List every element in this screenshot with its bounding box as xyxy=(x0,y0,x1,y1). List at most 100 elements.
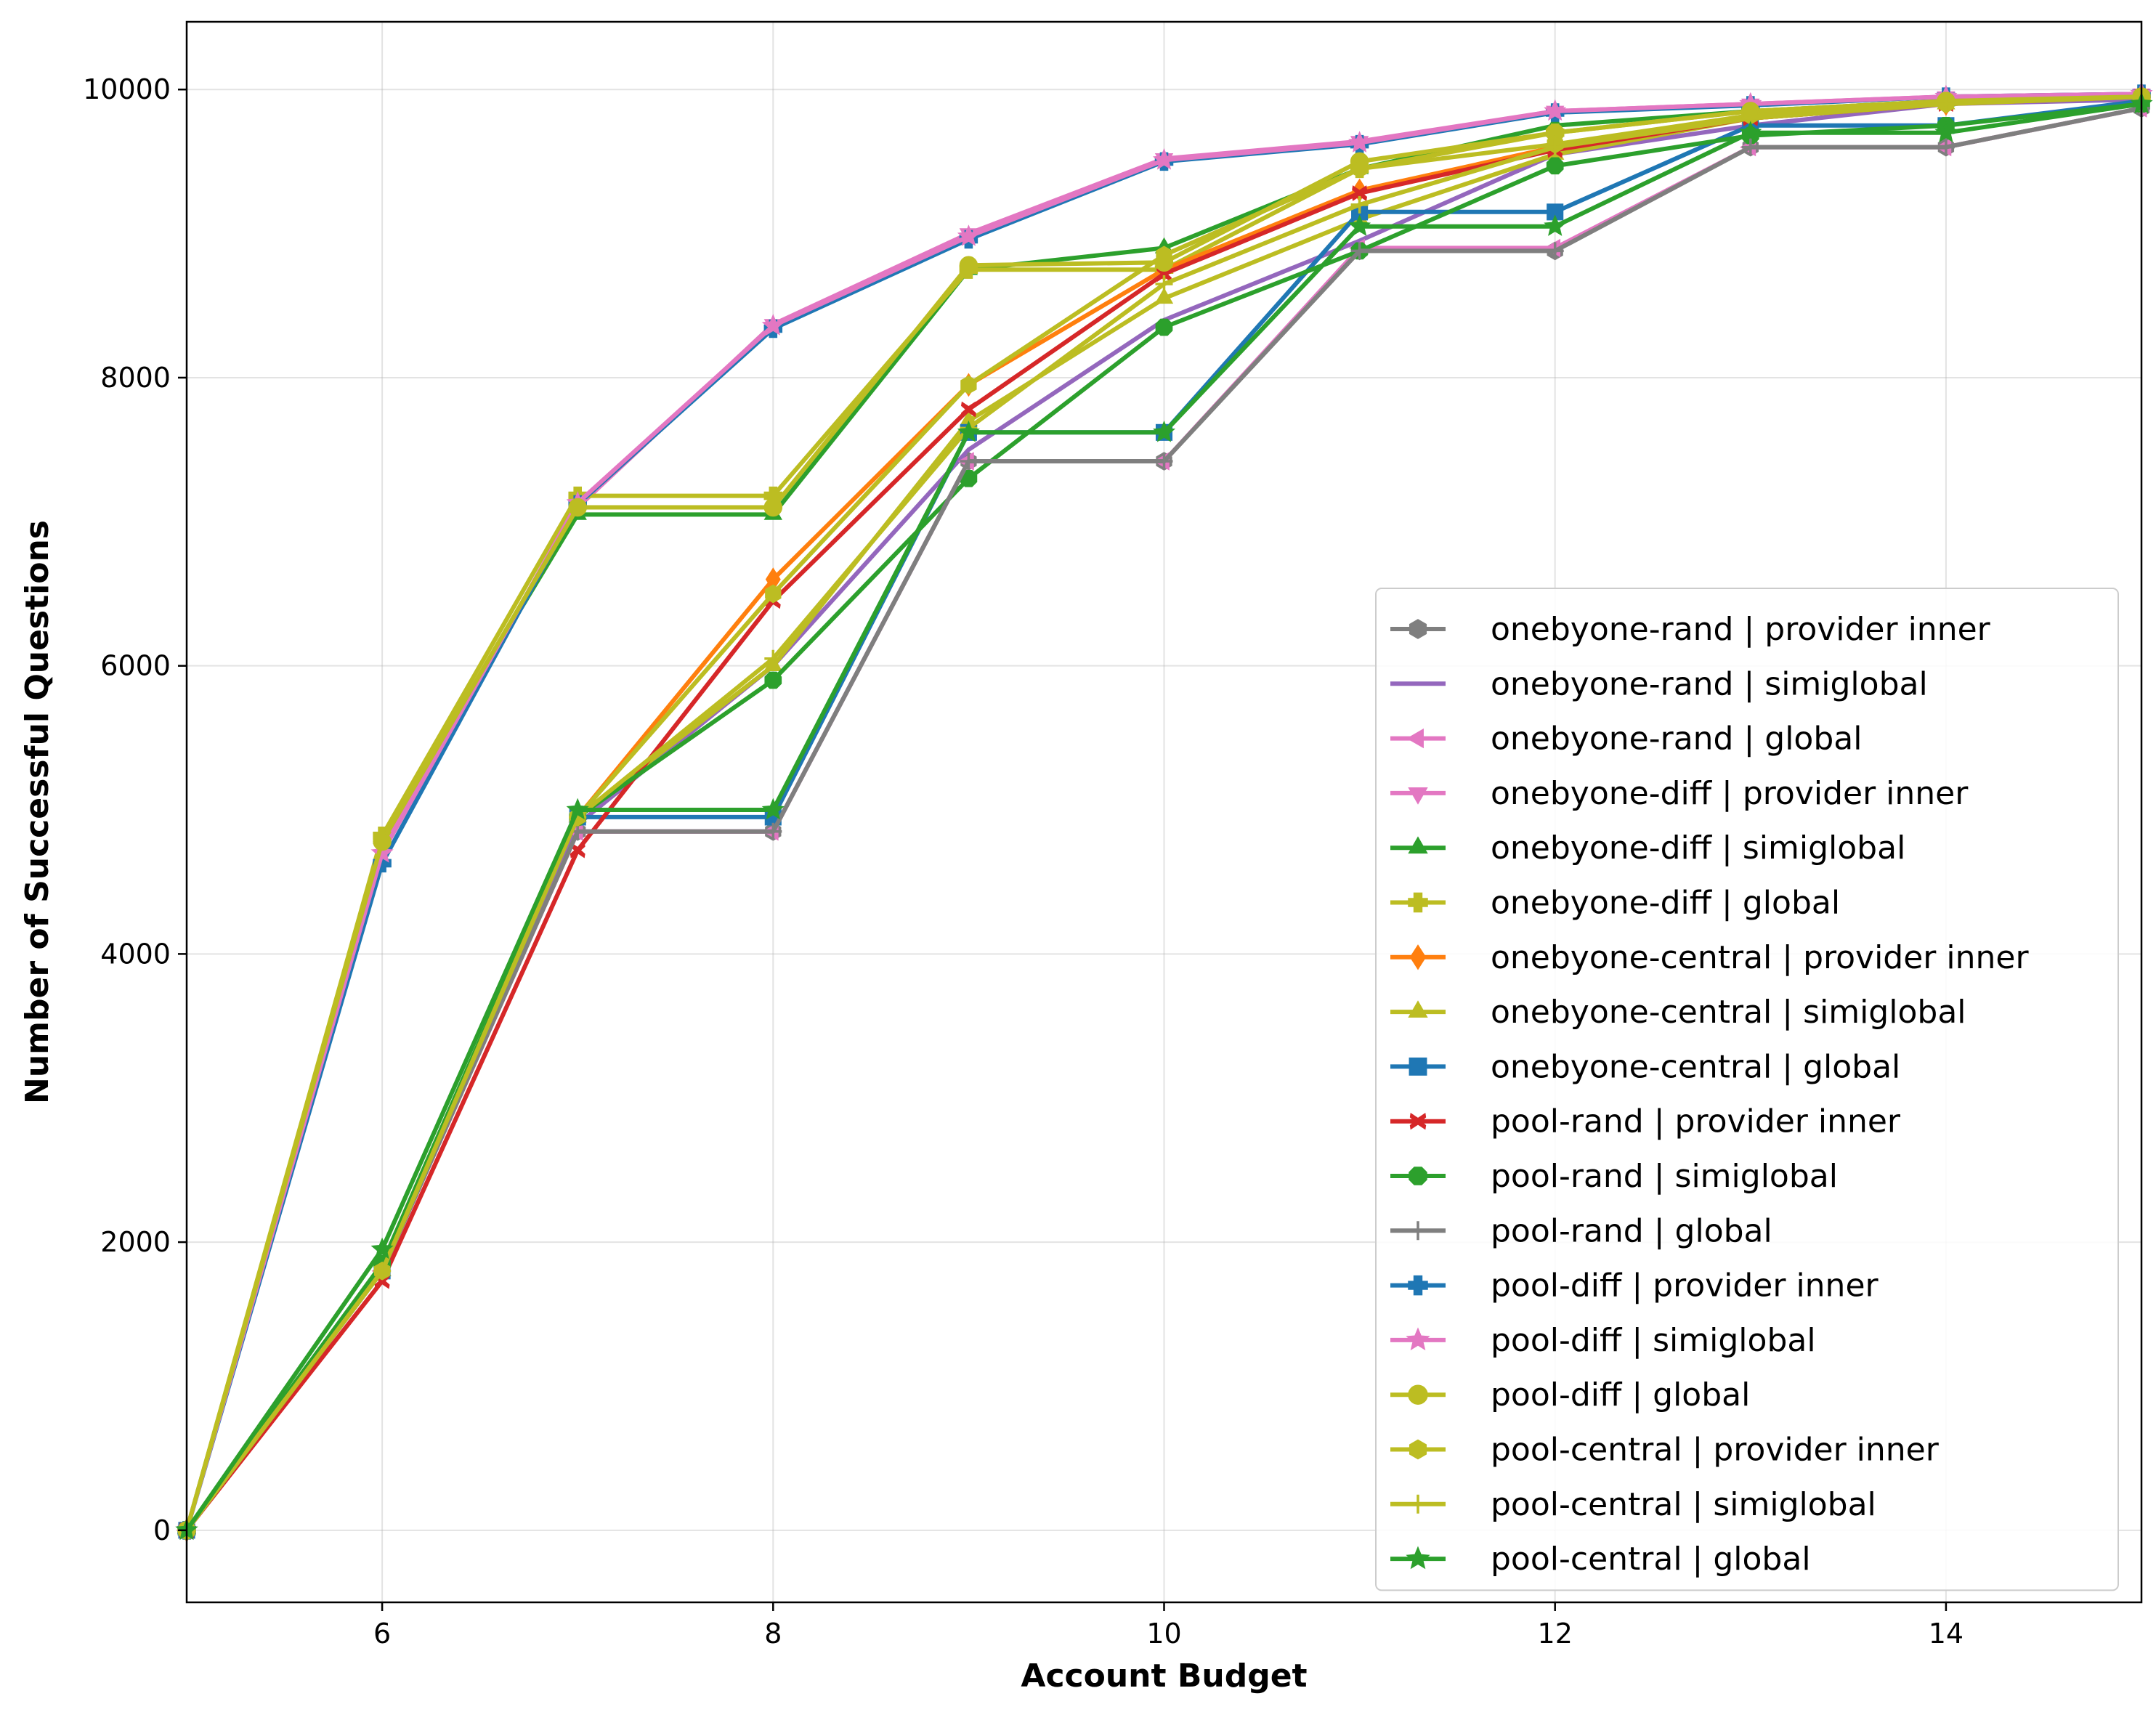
legend-label: pool-diff | global xyxy=(1491,1376,1750,1413)
data-point xyxy=(373,1262,392,1280)
data-point xyxy=(1351,159,1368,179)
data-point xyxy=(1741,138,1759,156)
data-point xyxy=(1350,242,1369,260)
legend-label: onebyone-rand | simiglobal xyxy=(1491,665,1928,702)
legend-entry: onebyone-diff | provider inner xyxy=(1390,775,1969,812)
x-tick-label: 8 xyxy=(764,1618,782,1650)
legend-entry: onebyone-diff | global xyxy=(1390,885,1840,922)
legend-entry: pool-central | global xyxy=(1390,1541,1811,1578)
legend-entry: pool-rand | provider inner xyxy=(1390,1103,1901,1140)
legend-label: onebyone-central | simiglobal xyxy=(1491,994,1966,1031)
legend-entry: pool-diff | provider inner xyxy=(1390,1267,1879,1305)
data-point xyxy=(1408,1000,1428,1018)
legend-entry: onebyone-central | simiglobal xyxy=(1390,994,1966,1031)
data-point xyxy=(1156,246,1172,265)
data-point xyxy=(764,671,782,689)
data-point xyxy=(765,584,782,604)
legend-entry: pool-diff | global xyxy=(1390,1376,1750,1413)
y-tick-label: 2000 xyxy=(100,1226,171,1258)
x-tick-label: 14 xyxy=(1929,1618,1963,1650)
y-axis-title: Number of Successful Questions xyxy=(19,520,56,1104)
legend-box xyxy=(1375,588,2119,1591)
y-tick-label: 0 xyxy=(153,1514,171,1546)
legend-label: pool-diff | provider inner xyxy=(1491,1267,1879,1305)
data-point xyxy=(957,224,980,246)
data-point xyxy=(1409,1057,1427,1076)
data-point xyxy=(1155,318,1173,336)
x-axis-title: Account Budget xyxy=(1021,1658,1307,1695)
legend-label: onebyone-central | global xyxy=(1491,1048,1900,1085)
data-point xyxy=(1409,1167,1427,1185)
data-point xyxy=(1937,138,1955,156)
data-point xyxy=(1409,619,1427,639)
data-point xyxy=(1546,157,1564,175)
axis-ticks: 6 8 10 12 14 0 2000 4000 6000 8000 10000 xyxy=(83,73,1963,1650)
legend: onebyone-rand | provider inner onebyone-r… xyxy=(1375,588,2119,1591)
legend-entry: pool-central | provider inner xyxy=(1390,1432,1940,1469)
data-point xyxy=(1546,242,1564,260)
data-point xyxy=(1934,121,1958,142)
data-point xyxy=(763,498,783,517)
data-point xyxy=(1544,214,1567,236)
data-point xyxy=(1348,214,1371,236)
legend-entry: pool-central | simiglobal xyxy=(1390,1486,1876,1523)
legend-entry: pool-rand | simiglobal xyxy=(1390,1158,1838,1195)
data-point xyxy=(1352,185,1368,201)
legend-label: onebyone-rand | global xyxy=(1491,721,1862,758)
data-point xyxy=(761,314,785,336)
data-point xyxy=(764,822,782,840)
data-point xyxy=(1152,420,1176,442)
legend-label: pool-diff | simiglobal xyxy=(1491,1322,1816,1359)
legend-label: pool-central | provider inner xyxy=(1491,1432,1940,1469)
data-point xyxy=(1350,195,1369,214)
legend-label: pool-rand | provider inner xyxy=(1491,1103,1901,1140)
series-lines xyxy=(175,81,2153,1543)
data-point xyxy=(957,420,980,442)
legend-entry: pool-diff | simiglobal xyxy=(1390,1322,1816,1359)
data-point xyxy=(566,798,589,820)
data-point xyxy=(1155,452,1173,470)
legend-entry: onebyone-diff | simiglobal xyxy=(1390,829,1905,867)
data-point xyxy=(1408,1384,1428,1405)
legend-label: onebyone-diff | global xyxy=(1491,885,1840,922)
data-point xyxy=(1406,728,1424,749)
data-point xyxy=(1739,121,1762,142)
data-point xyxy=(1152,148,1176,170)
data-point xyxy=(1406,1327,1430,1351)
data-point xyxy=(568,498,587,517)
data-point xyxy=(1546,138,1564,156)
y-tick-label: 4000 xyxy=(100,938,171,970)
y-tick-label: 8000 xyxy=(100,362,171,394)
data-point xyxy=(959,256,978,275)
data-point xyxy=(1154,288,1174,304)
data-point xyxy=(960,452,978,470)
data-point xyxy=(1408,892,1428,913)
x-tick-label: 6 xyxy=(373,1618,391,1650)
series-17 xyxy=(175,92,2153,1541)
x-tick-label: 12 xyxy=(1538,1618,1573,1650)
legend-entry: onebyone-rand | simiglobal xyxy=(1390,665,1928,702)
data-point xyxy=(960,376,977,394)
legend-entry: onebyone-rand | provider inner xyxy=(1390,611,1991,648)
data-point xyxy=(1406,1546,1430,1570)
data-point xyxy=(1409,1439,1427,1460)
legend-label: onebyone-rand | provider inner xyxy=(1491,611,1991,648)
data-point xyxy=(1408,1275,1428,1296)
data-point xyxy=(1409,944,1427,970)
data-point xyxy=(1408,836,1428,854)
legend-label: onebyone-diff | simiglobal xyxy=(1491,829,1905,867)
legend-label: pool-rand | global xyxy=(1491,1212,1772,1249)
legend-label: pool-rand | simiglobal xyxy=(1491,1158,1838,1195)
data-point xyxy=(1408,787,1428,805)
data-point xyxy=(761,798,785,820)
legend-entry: onebyone-central | provider inner xyxy=(1390,939,2029,976)
legend-label: onebyone-central | provider inner xyxy=(1491,939,2029,976)
data-point xyxy=(1409,1494,1427,1514)
data-point xyxy=(1544,99,1567,121)
data-point xyxy=(960,401,976,418)
data-point xyxy=(764,649,782,668)
legend-entry: onebyone-rand | global xyxy=(1390,721,1862,758)
data-point xyxy=(373,832,392,851)
legend-entry: pool-rand | global xyxy=(1390,1212,1772,1249)
